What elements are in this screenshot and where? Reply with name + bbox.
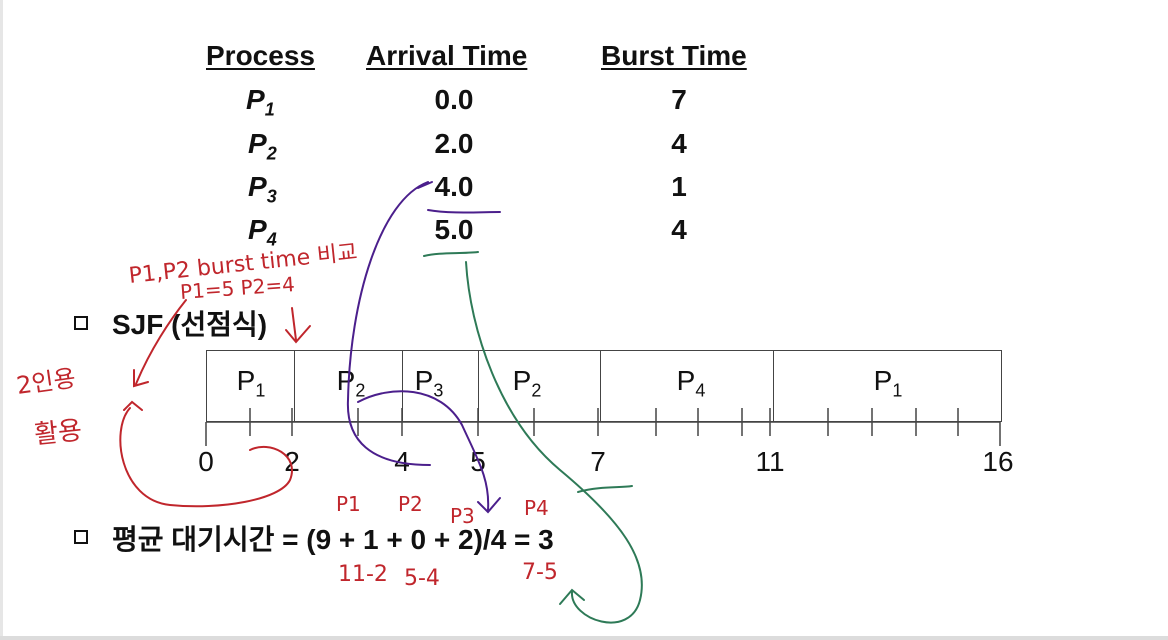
row-burst: 7	[671, 84, 687, 115]
time-tick-label: 2	[284, 446, 300, 477]
gantt-block: P3	[403, 351, 479, 421]
page-edge-left	[0, 0, 3, 640]
handwritten-note: P2	[398, 492, 423, 516]
row-process: P4	[248, 214, 277, 250]
handwritten-note: 5-4	[404, 566, 440, 591]
handwritten-note: 활용	[32, 415, 84, 451]
avg-wait-formula: 평균 대기시간 = (9 + 1 + 0 + 2)/4 = 3	[112, 524, 554, 555]
handwritten-note: 11-2	[338, 562, 388, 587]
handwritten-note: P1	[336, 492, 361, 516]
header-process: Process	[206, 40, 315, 71]
time-tick-label: 7	[590, 446, 606, 477]
time-tick-label: 11	[755, 446, 785, 477]
row-process: P1	[246, 84, 275, 120]
gantt-block: P2	[479, 351, 601, 421]
bullet-square-icon	[74, 316, 88, 330]
handwritten-note: 2인용	[14, 363, 78, 400]
time-tick-label: 4	[394, 446, 410, 477]
gantt-block: P1	[207, 351, 295, 421]
gantt-block: P4	[601, 351, 774, 421]
handwritten-note: P3	[450, 504, 475, 528]
time-tick-label: 5	[470, 446, 486, 477]
row-arrival: 5.0	[434, 214, 474, 245]
sjf-title: SJF (선점식)	[112, 309, 268, 340]
row-arrival: 4.0	[434, 171, 474, 202]
time-tick-label: 0	[198, 446, 214, 477]
row-arrival: 0.0	[434, 84, 474, 115]
row-process: P2	[248, 128, 277, 164]
row-burst: 1	[671, 171, 687, 202]
row-burst: 4	[671, 128, 687, 159]
gantt-chart: P1 P2 P3 P2 P4 P1	[206, 350, 1002, 422]
handwritten-note: P4	[524, 496, 549, 520]
row-process: P3	[248, 171, 277, 207]
row-arrival: 2.0	[434, 128, 474, 159]
bullet-square-icon	[74, 530, 88, 544]
header-arrival-time: Arrival Time	[366, 40, 528, 71]
gantt-block: P1	[873, 365, 903, 401]
row-burst: 4	[671, 214, 687, 245]
header-burst-time: Burst Time	[601, 40, 747, 71]
gantt-block: P2	[295, 351, 403, 421]
page-edge-bottom	[0, 636, 1168, 640]
time-tick-label: 16	[982, 446, 1014, 477]
handwritten-note: 7-5	[522, 560, 558, 585]
